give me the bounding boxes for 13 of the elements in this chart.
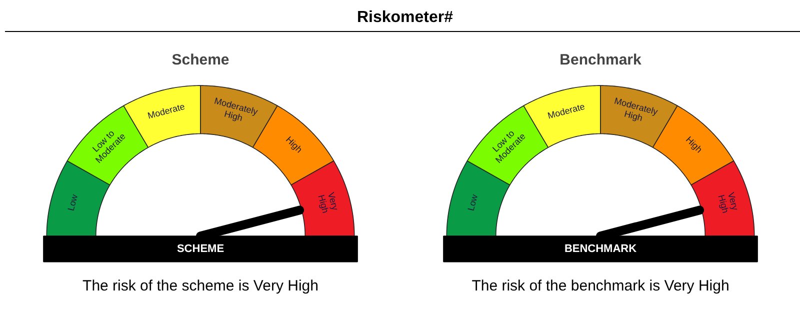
- slice-label: Very High: [716, 191, 740, 214]
- text: Riskometer#: [5, 5, 800, 32]
- slice-label: Moderate: [546, 101, 586, 121]
- chart-subtitle: Scheme: [172, 52, 230, 68]
- slice-label: Low: [66, 192, 80, 212]
- text: The risk of the benchmark is Very High: [472, 277, 730, 294]
- text: SCHEME: [176, 242, 224, 255]
- text: BENCHMARK: [564, 242, 637, 255]
- slice-label: Very High: [316, 191, 340, 214]
- slice-label: Low: [466, 192, 480, 212]
- slice-label: Moderate: [146, 101, 186, 121]
- text: The risk of the scheme is Very High: [82, 277, 318, 294]
- chart-subtitle: Benchmark: [560, 52, 642, 68]
